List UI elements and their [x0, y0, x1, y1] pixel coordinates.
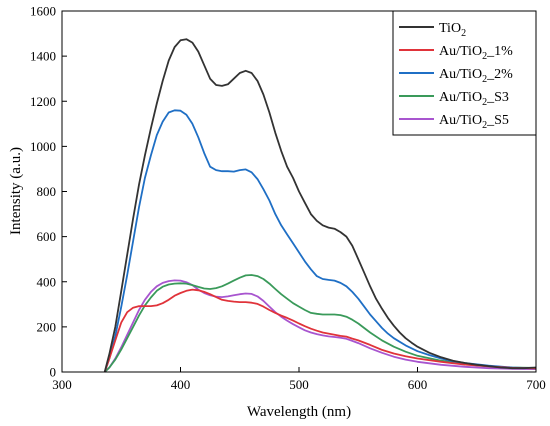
y-tick-label: 1200 — [30, 94, 56, 109]
x-tick-label: 600 — [408, 377, 428, 392]
legend-label: Au/TiO2_1% — [439, 44, 513, 62]
legend: TiO2Au/TiO2_1%Au/TiO2_2%Au/TiO2_S3Au/TiO… — [392, 10, 537, 136]
legend-label-subscript: 2 — [482, 51, 487, 62]
legend-label: Au/TiO2_S5 — [439, 113, 509, 131]
y-tick-label: 800 — [37, 184, 57, 199]
y-axis-label: Intensity (a.u.) — [8, 147, 24, 235]
legend-label-main: TiO — [439, 21, 461, 36]
series-line — [104, 279, 537, 373]
series-line — [103, 38, 537, 373]
x-tick-label: 700 — [526, 377, 546, 392]
series-line — [104, 274, 537, 373]
legend-label: TiO2 — [439, 21, 466, 39]
legend-label-main: Au/TiO — [439, 90, 482, 105]
legend-label: Au/TiO2_2% — [439, 67, 513, 85]
x-tick-label: 300 — [52, 377, 72, 392]
y-tick-label: 400 — [37, 274, 57, 289]
legend-label-main: Au/TiO — [439, 67, 482, 82]
y-tick-label: 1000 — [30, 139, 56, 154]
y-tick-label: 0 — [50, 365, 57, 380]
y-tick-label: 600 — [37, 229, 57, 244]
legend-label-subscript: 2 — [482, 74, 487, 85]
legend-label-suffix: _S3 — [486, 90, 509, 105]
legend-label-subscript: 2 — [482, 120, 487, 131]
y-axis: 0 200 400 600 800 1000 1200 1400 1600 — [30, 4, 67, 380]
x-tick-label: 400 — [171, 377, 191, 392]
series-line — [103, 109, 537, 373]
y-tick-label: 1600 — [30, 4, 56, 19]
x-axis: 300 400 500 600 700 — [52, 367, 546, 392]
series-line — [103, 288, 537, 373]
legend-label-subscript: 2 — [461, 28, 466, 39]
y-tick-label: 1400 — [30, 49, 56, 64]
x-axis-label: Wavelength (nm) — [247, 404, 351, 420]
legend-label: Au/TiO2_S3 — [439, 90, 509, 108]
legend-label-suffix: _2% — [486, 67, 513, 82]
legend-label-subscript: 2 — [482, 97, 487, 108]
x-tick-label: 500 — [289, 377, 309, 392]
legend-label-suffix: _S5 — [486, 113, 509, 128]
legend-label-main: Au/TiO — [439, 113, 482, 128]
series-layer — [103, 38, 537, 373]
y-tick-label: 200 — [37, 319, 57, 334]
legend-label-main: Au/TiO — [439, 44, 482, 59]
legend-label-suffix: _1% — [486, 44, 513, 59]
